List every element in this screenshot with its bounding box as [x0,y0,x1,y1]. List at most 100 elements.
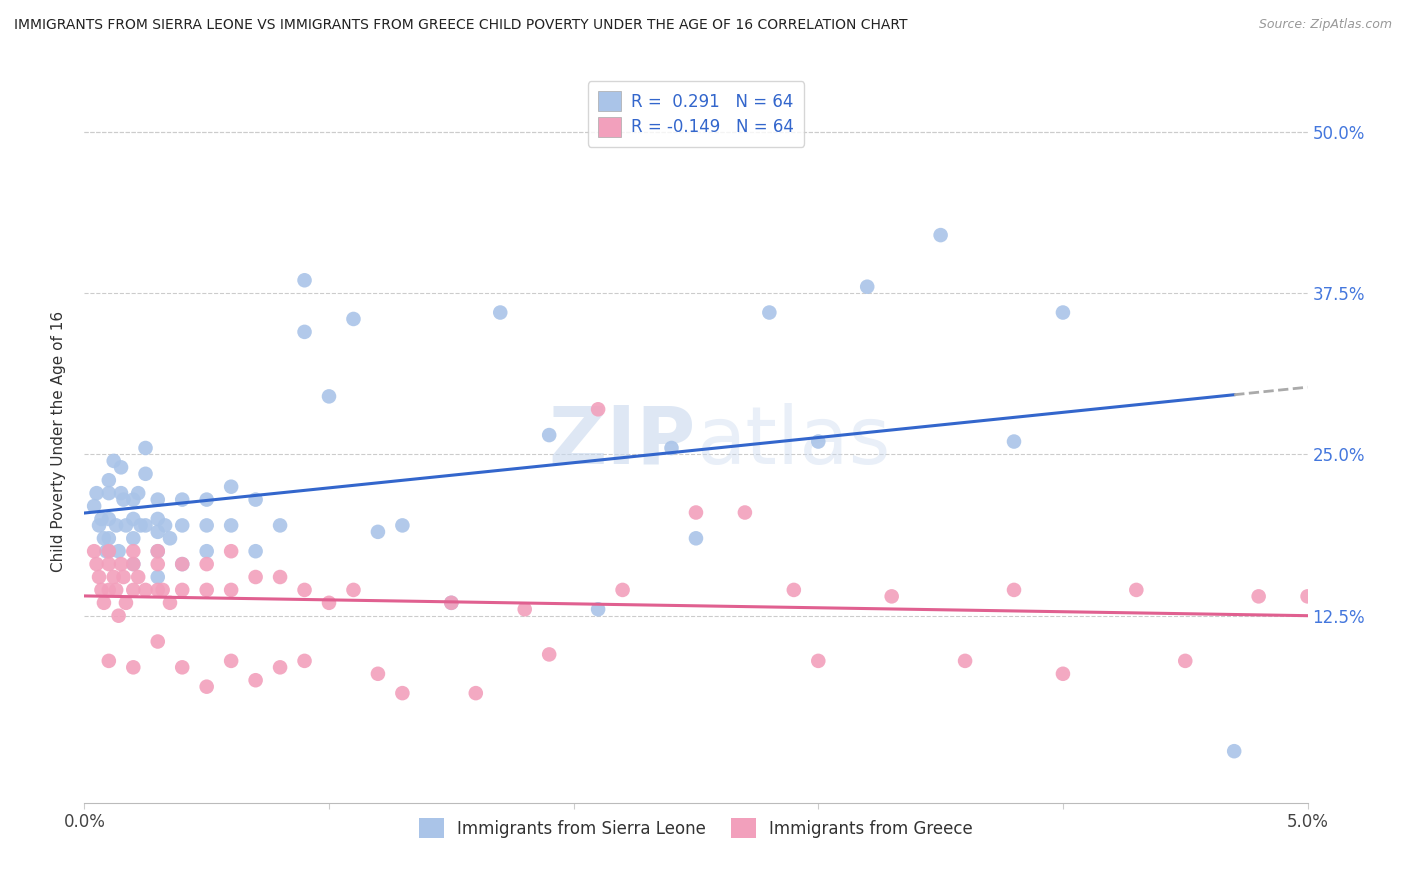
Point [159,596,181,610]
Point [172,557,194,571]
Point [86,557,108,571]
Point [107,544,129,558]
Point [513,602,536,616]
Point [146,544,169,558]
Point [1223,744,1246,758]
Point [1052,305,1074,319]
Point [127,570,149,584]
Point [367,524,389,539]
Point [195,557,218,571]
Point [96,544,118,558]
Point [115,596,138,610]
Point [219,518,242,533]
Point [93,596,115,610]
Point [807,434,830,449]
Point [1174,654,1197,668]
Point [93,531,115,545]
Point [342,582,364,597]
Point [103,570,125,584]
Point [83,544,105,558]
Point [97,531,120,545]
Point [489,305,512,319]
Point [538,428,561,442]
Point [1002,434,1025,449]
Point [97,486,120,500]
Point [294,654,316,668]
Point [152,582,174,597]
Point [146,544,169,558]
Point [195,492,218,507]
Point [685,531,707,545]
Y-axis label: Child Poverty Under the Age of 16: Child Poverty Under the Age of 16 [51,311,66,572]
Point [1296,590,1319,604]
Point [122,557,145,571]
Point [856,279,879,293]
Point [318,596,340,610]
Point [122,660,145,674]
Point [97,654,120,668]
Point [127,486,149,500]
Point [97,557,120,571]
Point [135,441,157,455]
Point [122,492,145,507]
Point [97,544,120,558]
Point [172,557,194,571]
Point [464,686,486,700]
Point [90,582,112,597]
Point [586,402,609,417]
Point [758,305,780,319]
Point [86,486,108,500]
Point [269,660,291,674]
Point [110,460,132,475]
Point [153,518,176,533]
Point [146,582,169,597]
Point [110,486,132,500]
Point [135,582,157,597]
Point [880,590,903,604]
Point [105,518,128,533]
Text: ZIP: ZIP [548,402,696,481]
Point [135,518,157,533]
Point [135,467,157,481]
Point [122,582,145,597]
Point [122,544,145,558]
Point [97,582,120,597]
Point [1052,666,1074,681]
Text: IMMIGRANTS FROM SIERRA LEONE VS IMMIGRANTS FROM GREECE CHILD POVERTY UNDER THE A: IMMIGRANTS FROM SIERRA LEONE VS IMMIGRAN… [14,18,907,32]
Point [294,582,316,597]
Point [783,582,806,597]
Point [172,492,194,507]
Point [195,680,218,694]
Point [172,518,194,533]
Point [245,544,267,558]
Point [219,654,242,668]
Legend: Immigrants from Sierra Leone, Immigrants from Greece: Immigrants from Sierra Leone, Immigrants… [412,812,980,845]
Point [342,312,364,326]
Point [318,389,340,403]
Point [269,570,291,584]
Point [87,518,110,533]
Point [146,524,169,539]
Point [83,499,105,513]
Point [129,518,152,533]
Point [538,648,561,662]
Point [172,582,194,597]
Point [929,228,952,243]
Point [195,544,218,558]
Point [112,492,135,507]
Point [146,557,169,571]
Text: Source: ZipAtlas.com: Source: ZipAtlas.com [1258,18,1392,31]
Point [122,531,145,545]
Point [122,512,145,526]
Point [146,634,169,648]
Point [367,666,389,681]
Point [110,557,132,571]
Point [97,544,120,558]
Point [195,582,218,597]
Point [115,518,138,533]
Point [112,570,135,584]
Point [1125,582,1147,597]
Point [105,582,128,597]
Point [219,480,242,494]
Point [953,654,976,668]
